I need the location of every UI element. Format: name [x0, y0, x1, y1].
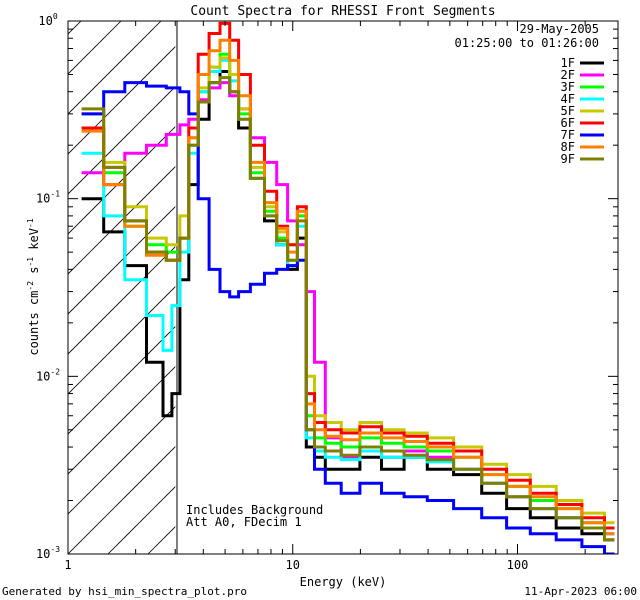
x-tick-label: 10 — [286, 558, 300, 572]
series-line-7F — [81, 81, 615, 554]
legend-label-8F: 8F — [561, 140, 575, 154]
hatch-line — [68, 21, 122, 75]
legend-label-9F: 9F — [561, 152, 575, 166]
hatch-line — [68, 206, 176, 315]
hatch-line — [68, 446, 176, 554]
y-label-exp-3: -1 — [26, 218, 35, 228]
y-label-exp-1: -2 — [26, 281, 35, 291]
legend-label-7F: 7F — [561, 128, 575, 142]
hatch-line — [68, 406, 176, 515]
hatch-line — [68, 326, 176, 435]
hatch-line — [68, 366, 176, 475]
legend-label-4F: 4F — [561, 92, 575, 106]
legend-label-5F: 5F — [561, 104, 575, 118]
x-tick-label: 100 — [507, 558, 529, 572]
x-axis: 1 10 100 — [64, 21, 586, 572]
date-label: 29-May-2005 — [520, 22, 599, 36]
legend-label-1F: 1F — [561, 56, 575, 70]
y-tick-label: 10-3 — [36, 545, 60, 561]
series-line-1F — [81, 70, 615, 542]
series-line-5F — [81, 56, 615, 525]
series-line-2F — [81, 81, 615, 536]
y-label-s: s — [27, 267, 41, 281]
x-tick-label: 1 — [64, 558, 71, 572]
chart-title: Count Spectra for RHESSI Front Segments — [190, 4, 495, 19]
series-line-6F — [81, 21, 615, 530]
hatched-region — [0, 0, 176, 554]
hatch-line — [68, 166, 176, 275]
y-label-kev: keV — [27, 228, 41, 257]
hatch-line — [68, 286, 176, 395]
legend-label-2F: 2F — [561, 68, 575, 82]
footer-generated-by: Generated by hsi_min_spectra_plot.pro — [2, 585, 247, 598]
series-group — [81, 21, 615, 554]
plot-frame — [67, 20, 619, 555]
annotation-background: Includes Background — [186, 503, 323, 517]
footer-timestamp: 11-Apr-2023 06:00 — [524, 585, 637, 598]
y-label-exp-2: -1 — [26, 257, 35, 267]
hatch-line — [0, 0, 108, 554]
y-tick-label: 100 — [38, 12, 57, 28]
hatch-line — [68, 246, 176, 355]
annotation-attenuator: Att A0, FDecim 1 — [186, 515, 302, 529]
hatch-line — [68, 21, 162, 115]
x-axis-label: Energy (keV) — [300, 575, 387, 589]
legend-label-6F: 6F — [561, 116, 575, 130]
y-axis: 10-3 10-2 10-1 100 — [36, 12, 618, 561]
hatch-line — [68, 46, 176, 155]
series-line-9F — [81, 76, 615, 542]
y-axis-label: counts cm-2 s-1 keV-1 — [26, 218, 41, 355]
hatch-line — [68, 86, 176, 195]
y-tick-label: 10-1 — [36, 190, 60, 206]
y-tick-label: 10-2 — [36, 367, 60, 383]
y-label-main: counts cm — [27, 291, 41, 356]
legend-label-3F: 3F — [561, 80, 575, 94]
time-range-label: 01:25:00 to 01:26:00 — [455, 36, 600, 50]
series-line-4F — [81, 58, 615, 536]
hatch-line — [68, 126, 176, 235]
